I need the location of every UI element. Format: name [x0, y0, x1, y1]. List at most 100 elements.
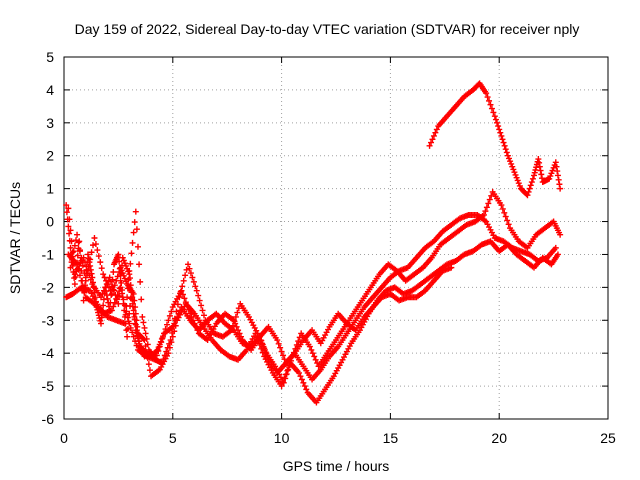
data-point — [72, 273, 79, 280]
data-point — [180, 277, 187, 284]
data-point — [311, 353, 318, 360]
data-point — [115, 251, 122, 258]
data-point — [92, 299, 99, 306]
data-point — [303, 386, 310, 393]
data-point — [532, 166, 539, 173]
data-point — [158, 335, 165, 342]
data-point — [232, 313, 239, 320]
data-point — [108, 284, 115, 291]
data-points — [63, 80, 564, 406]
data-point — [67, 244, 74, 251]
data-point — [133, 226, 140, 233]
data-point — [552, 244, 559, 251]
data-point — [554, 168, 561, 175]
data-point — [557, 231, 564, 238]
data-point — [538, 171, 545, 178]
chart-title: Day 159 of 2022, Sidereal Day-to-day VTE… — [75, 21, 580, 37]
data-point — [190, 278, 197, 285]
data-point — [492, 116, 499, 123]
y-axis-label: SDTVAR / TECUs — [7, 182, 23, 294]
data-point — [192, 283, 199, 290]
data-point — [547, 173, 554, 180]
data-point — [74, 252, 81, 259]
data-point — [515, 180, 522, 187]
data-point — [76, 238, 83, 245]
data-point — [508, 160, 515, 167]
data-point — [538, 175, 545, 182]
y-tick-label: -3 — [42, 312, 55, 328]
data-point — [100, 271, 107, 278]
data-point — [314, 360, 321, 367]
data-point — [74, 231, 81, 238]
data-point — [79, 277, 86, 284]
data-point — [94, 306, 101, 313]
data-point — [132, 304, 139, 311]
data-point — [129, 294, 136, 301]
data-point — [121, 307, 128, 314]
data-point — [91, 289, 98, 296]
data-point — [282, 371, 289, 378]
data-point — [301, 383, 308, 390]
data-point — [113, 295, 120, 302]
data-point — [124, 326, 131, 333]
data-point — [490, 109, 497, 116]
data-point — [171, 328, 178, 335]
data-point — [120, 257, 127, 264]
data-point — [130, 307, 137, 314]
plot-frame — [63, 56, 609, 420]
data-point — [280, 352, 287, 359]
data-point — [121, 275, 128, 282]
data-point — [171, 320, 178, 327]
data-point — [92, 294, 99, 301]
data-point — [90, 279, 97, 286]
data-point — [132, 327, 139, 334]
y-tick-label: 0 — [46, 214, 54, 230]
data-point — [497, 129, 504, 136]
data-point — [77, 258, 84, 265]
data-point — [430, 132, 437, 139]
x-tick-label: 20 — [491, 430, 507, 446]
data-point — [486, 196, 493, 203]
data-point — [524, 192, 531, 199]
data-point — [131, 297, 138, 304]
data-point — [196, 297, 203, 304]
y-tick-label: -5 — [42, 378, 55, 394]
data-point — [103, 277, 110, 284]
data-point — [230, 317, 237, 324]
data-point — [110, 269, 117, 276]
data-point — [129, 300, 136, 307]
data-point — [128, 287, 135, 294]
data-point — [82, 282, 89, 289]
data-point — [292, 345, 299, 352]
data-point — [295, 338, 302, 345]
data-point — [88, 270, 95, 277]
data-point — [103, 288, 110, 295]
data-point — [505, 221, 512, 228]
data-point — [132, 310, 139, 317]
data-point — [554, 251, 561, 258]
data-point — [514, 177, 521, 184]
data-point — [199, 307, 206, 314]
data-point — [73, 266, 80, 273]
data-point — [172, 317, 179, 324]
data-point — [312, 356, 319, 363]
data-point — [309, 350, 316, 357]
data-point — [433, 126, 440, 133]
data-point — [121, 260, 128, 267]
data-point — [262, 349, 269, 356]
data-point — [97, 320, 104, 327]
x-tick-label: 15 — [383, 430, 399, 446]
data-point — [526, 185, 533, 192]
data-point — [485, 200, 492, 207]
data-point — [531, 169, 538, 176]
data-point — [234, 309, 241, 316]
data-point — [130, 290, 137, 297]
data-point — [130, 229, 137, 236]
data-point — [76, 272, 83, 279]
data-point — [82, 274, 89, 281]
data-point — [556, 181, 563, 188]
data-point — [486, 97, 493, 104]
data-point — [146, 367, 153, 374]
data-point — [525, 188, 532, 195]
